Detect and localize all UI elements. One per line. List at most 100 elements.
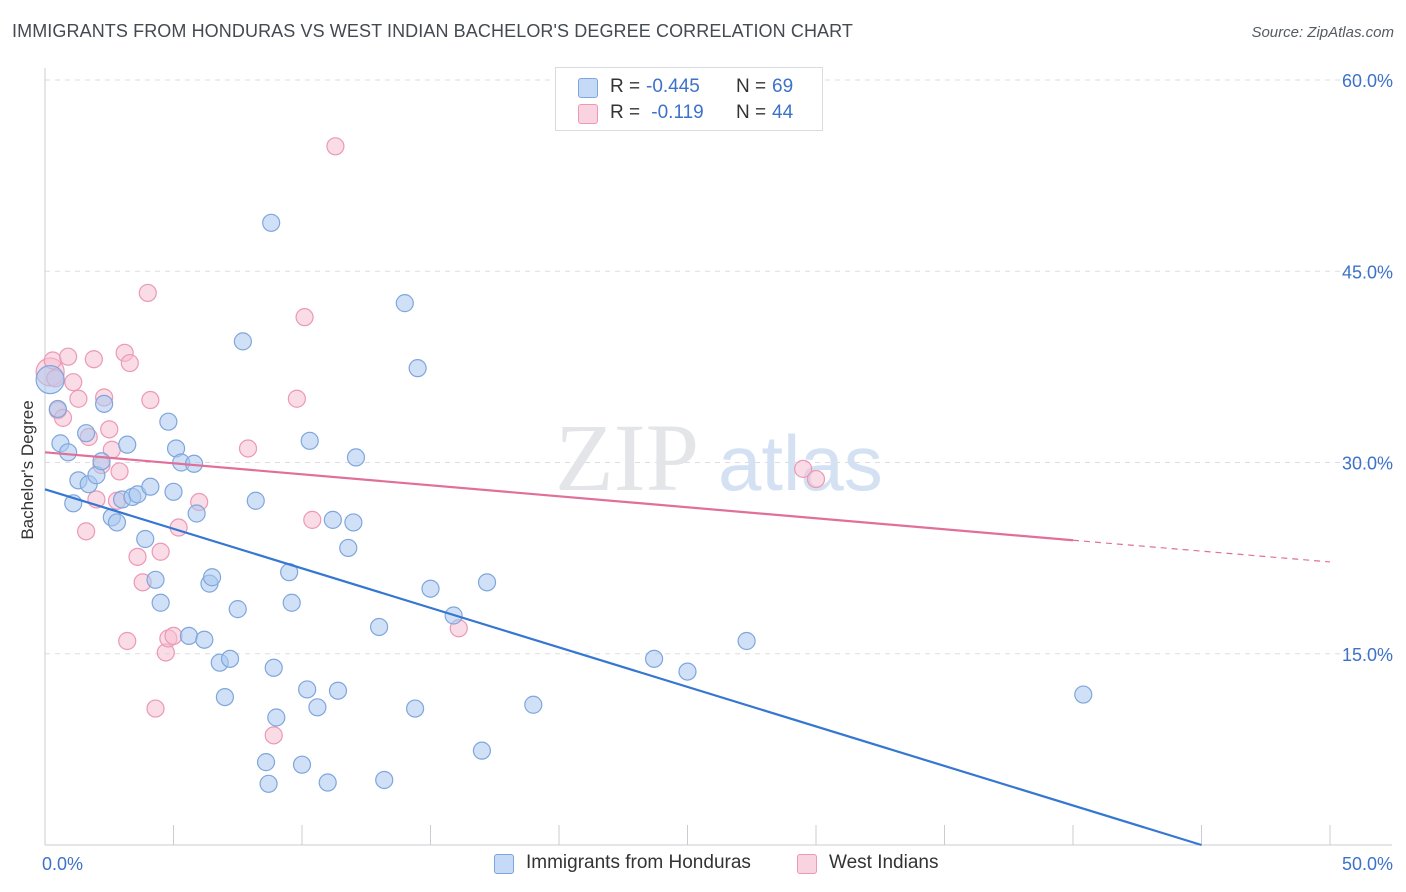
honduras-point	[262, 213, 281, 232]
honduras-point	[220, 649, 240, 668]
west-indians-point	[806, 469, 826, 489]
west-indians-point	[138, 283, 157, 303]
legend-n-label: N =	[736, 76, 767, 97]
honduras-point	[92, 452, 111, 471]
west-indians-point	[326, 137, 345, 156]
honduras-point	[151, 593, 170, 612]
honduras-point	[405, 699, 425, 718]
legend-r-label: R =	[610, 102, 641, 123]
west-indians-point	[146, 699, 165, 718]
honduras-point	[346, 448, 366, 467]
y-axis-label: Bachelor's Degree	[18, 400, 37, 540]
west-indians-point	[303, 510, 322, 529]
honduras-point	[678, 662, 697, 681]
honduras-point	[298, 680, 317, 699]
west-indians-point	[64, 373, 83, 392]
honduras-point	[256, 753, 276, 772]
honduras-point	[1074, 685, 1093, 704]
watermark-zip: ZIP	[555, 404, 699, 511]
honduras-point	[318, 773, 337, 792]
honduras-point	[95, 394, 114, 413]
honduras-point	[267, 708, 286, 727]
west-indians-trend-line	[44, 451, 1074, 542]
honduras-point	[308, 698, 327, 717]
west-indians-point	[77, 522, 96, 541]
honduras-point	[59, 443, 78, 462]
honduras-point	[118, 435, 137, 454]
honduras-point	[300, 431, 319, 450]
honduras-point	[136, 529, 155, 549]
source-label: Source: ZipAtlas.com	[1251, 24, 1394, 41]
honduras-point	[233, 332, 252, 351]
watermark: ZIP atlas	[555, 404, 883, 511]
honduras-point	[159, 412, 178, 431]
honduras-point	[146, 570, 165, 589]
honduras-point	[187, 504, 206, 523]
honduras-point	[202, 568, 222, 587]
west-indians-point	[59, 347, 78, 366]
honduras-point	[246, 491, 265, 510]
legend-swatch-blue	[494, 854, 514, 874]
y-tick-label: 15.0%	[1342, 645, 1393, 665]
x-tick-label: 50.0%	[1342, 854, 1393, 874]
legend-series-name: Immigrants from Honduras	[526, 852, 751, 873]
y-tick-label: 30.0%	[1342, 454, 1393, 474]
honduras-point	[395, 294, 414, 313]
honduras-point	[48, 399, 67, 419]
legend-n-label: N =	[736, 102, 767, 123]
honduras-point	[477, 573, 497, 592]
west-indians-point	[151, 542, 170, 561]
honduras-point	[421, 579, 440, 598]
west-indians-point	[295, 308, 314, 327]
honduras-point	[141, 477, 160, 496]
west-indians-point	[120, 353, 139, 373]
honduras-points	[35, 213, 1093, 793]
west-indians-point	[164, 626, 183, 646]
y-tick-label: 45.0%	[1342, 262, 1393, 282]
west-indians-point	[118, 631, 137, 651]
trend-lines	[44, 451, 1331, 847]
west-indians-point	[110, 462, 129, 481]
honduras-point	[228, 600, 247, 619]
x-tick-label: 0.0%	[42, 854, 83, 874]
correlation-legend: R = -0.445 N = 69 R = -0.119 N = 44	[555, 67, 823, 131]
honduras-point	[339, 538, 358, 558]
y-tick-label: 60.0%	[1342, 71, 1393, 91]
grid-lines	[45, 79, 1392, 655]
west-indians-point	[141, 390, 160, 410]
legend-swatch-pink	[578, 104, 598, 124]
legend-n-value: 69	[772, 76, 794, 97]
honduras-trend-line	[44, 488, 1202, 847]
honduras-point	[282, 593, 301, 612]
honduras-point	[264, 658, 283, 677]
honduras-point	[164, 482, 183, 501]
west-indians-points	[35, 137, 826, 745]
honduras-point	[195, 630, 214, 649]
honduras-point	[344, 513, 363, 532]
legend-r-label: R =	[610, 76, 641, 97]
legend-r-value: -0.119	[646, 102, 704, 123]
honduras-point	[292, 755, 312, 774]
west-indians-point	[264, 726, 283, 745]
tick-labels: 15.0% 30.0% 45.0% 60.0% 0.0% 50.0%	[42, 71, 1393, 874]
legend-n-value: 44	[772, 102, 794, 123]
honduras-point	[524, 695, 543, 714]
honduras-point	[375, 770, 394, 790]
honduras-point	[472, 741, 491, 760]
west-indians-point	[794, 459, 813, 478]
honduras-point	[644, 649, 664, 668]
honduras-point	[215, 687, 234, 707]
honduras-point	[107, 513, 127, 532]
west-indians-point	[238, 439, 258, 458]
legend-swatch-blue	[578, 78, 598, 98]
honduras-point	[35, 365, 65, 395]
honduras-point	[77, 424, 96, 443]
west-indians-point	[128, 547, 147, 566]
chart-title: IMMIGRANTS FROM HONDURAS VS WEST INDIAN …	[12, 21, 854, 41]
legend-series-name: West Indians	[829, 852, 939, 873]
west-indians-trend-extension	[1072, 539, 1331, 563]
west-indians-point	[100, 420, 119, 439]
honduras-point	[408, 359, 427, 378]
west-indians-point	[69, 389, 88, 408]
